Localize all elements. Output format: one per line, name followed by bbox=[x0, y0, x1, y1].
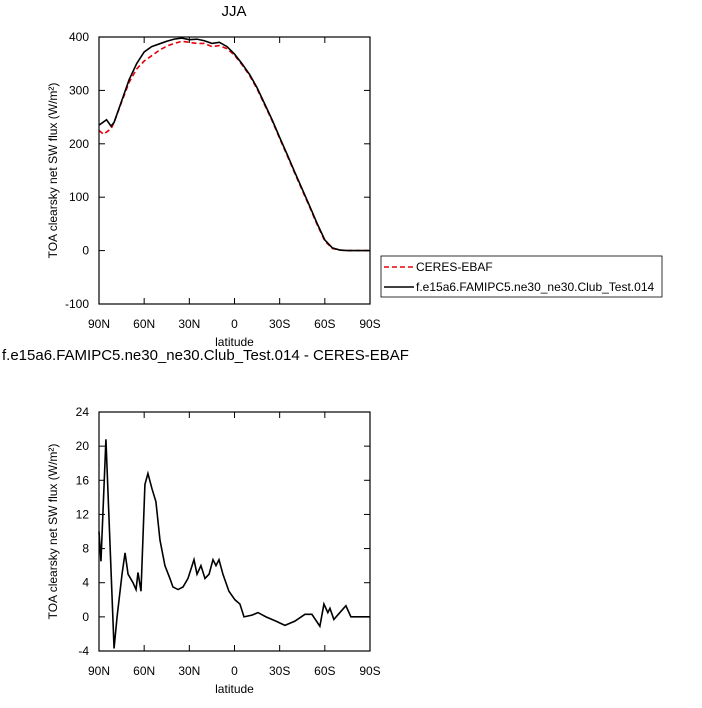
chart-title: JJA bbox=[221, 3, 246, 20]
x-tick-label: 0 bbox=[231, 664, 238, 678]
data-line bbox=[98, 40, 370, 252]
y-tick-label: 0 bbox=[82, 244, 89, 258]
x-axis-label: latitude bbox=[215, 335, 254, 349]
x-tick-label: 90N bbox=[88, 664, 110, 678]
legend-box bbox=[380, 255, 663, 298]
legend-label: CERES-EBAF bbox=[416, 260, 493, 274]
x-tick-label: 0 bbox=[231, 317, 238, 331]
data-line bbox=[98, 37, 370, 252]
y-tick-label: 12 bbox=[76, 507, 90, 521]
x-tick-label: 60N bbox=[133, 664, 155, 678]
legend-label: f.e15a6.FAMIPC5.ne30_ne30.Club_Test.014 bbox=[416, 280, 654, 294]
y-tick-label: 24 bbox=[76, 405, 90, 419]
y-tick-label: 200 bbox=[69, 137, 89, 151]
x-tick-label: 90S bbox=[359, 317, 380, 331]
x-tick-label: 30N bbox=[178, 317, 200, 331]
y-tick-label: 100 bbox=[69, 190, 89, 204]
y-tick-label: -100 bbox=[65, 297, 89, 311]
x-tick-label: 60N bbox=[133, 317, 155, 331]
plot-frame bbox=[98, 36, 371, 305]
y-axis-label: TOA clearsky net SW flux (W/m²) bbox=[46, 444, 60, 620]
plot-frame bbox=[98, 411, 371, 652]
x-tick-label: 30S bbox=[269, 317, 290, 331]
data-line bbox=[98, 439, 370, 649]
x-tick-label: 60S bbox=[314, 664, 335, 678]
x-axis-label: latitude bbox=[215, 682, 254, 696]
y-tick-label: 20 bbox=[76, 439, 90, 453]
y-tick-label: 400 bbox=[69, 30, 89, 44]
x-tick-label: 90S bbox=[359, 664, 380, 678]
x-tick-label: 30S bbox=[269, 664, 290, 678]
y-tick-label: 16 bbox=[76, 473, 90, 487]
x-tick-label: 30N bbox=[178, 664, 200, 678]
y-tick-label: 8 bbox=[82, 542, 89, 556]
chart-title: f.e15a6.FAMIPC5.ne30_ne30.Club_Test.014 … bbox=[2, 347, 409, 364]
x-tick-label: 90N bbox=[88, 317, 110, 331]
y-tick-label: 4 bbox=[82, 576, 89, 590]
y-axis-label: TOA clearsky net SW flux (W/m²) bbox=[46, 83, 60, 259]
x-tick-label: 60S bbox=[314, 317, 335, 331]
y-tick-label: 0 bbox=[82, 610, 89, 624]
y-tick-label: -4 bbox=[78, 644, 89, 658]
y-tick-label: 300 bbox=[69, 83, 89, 97]
